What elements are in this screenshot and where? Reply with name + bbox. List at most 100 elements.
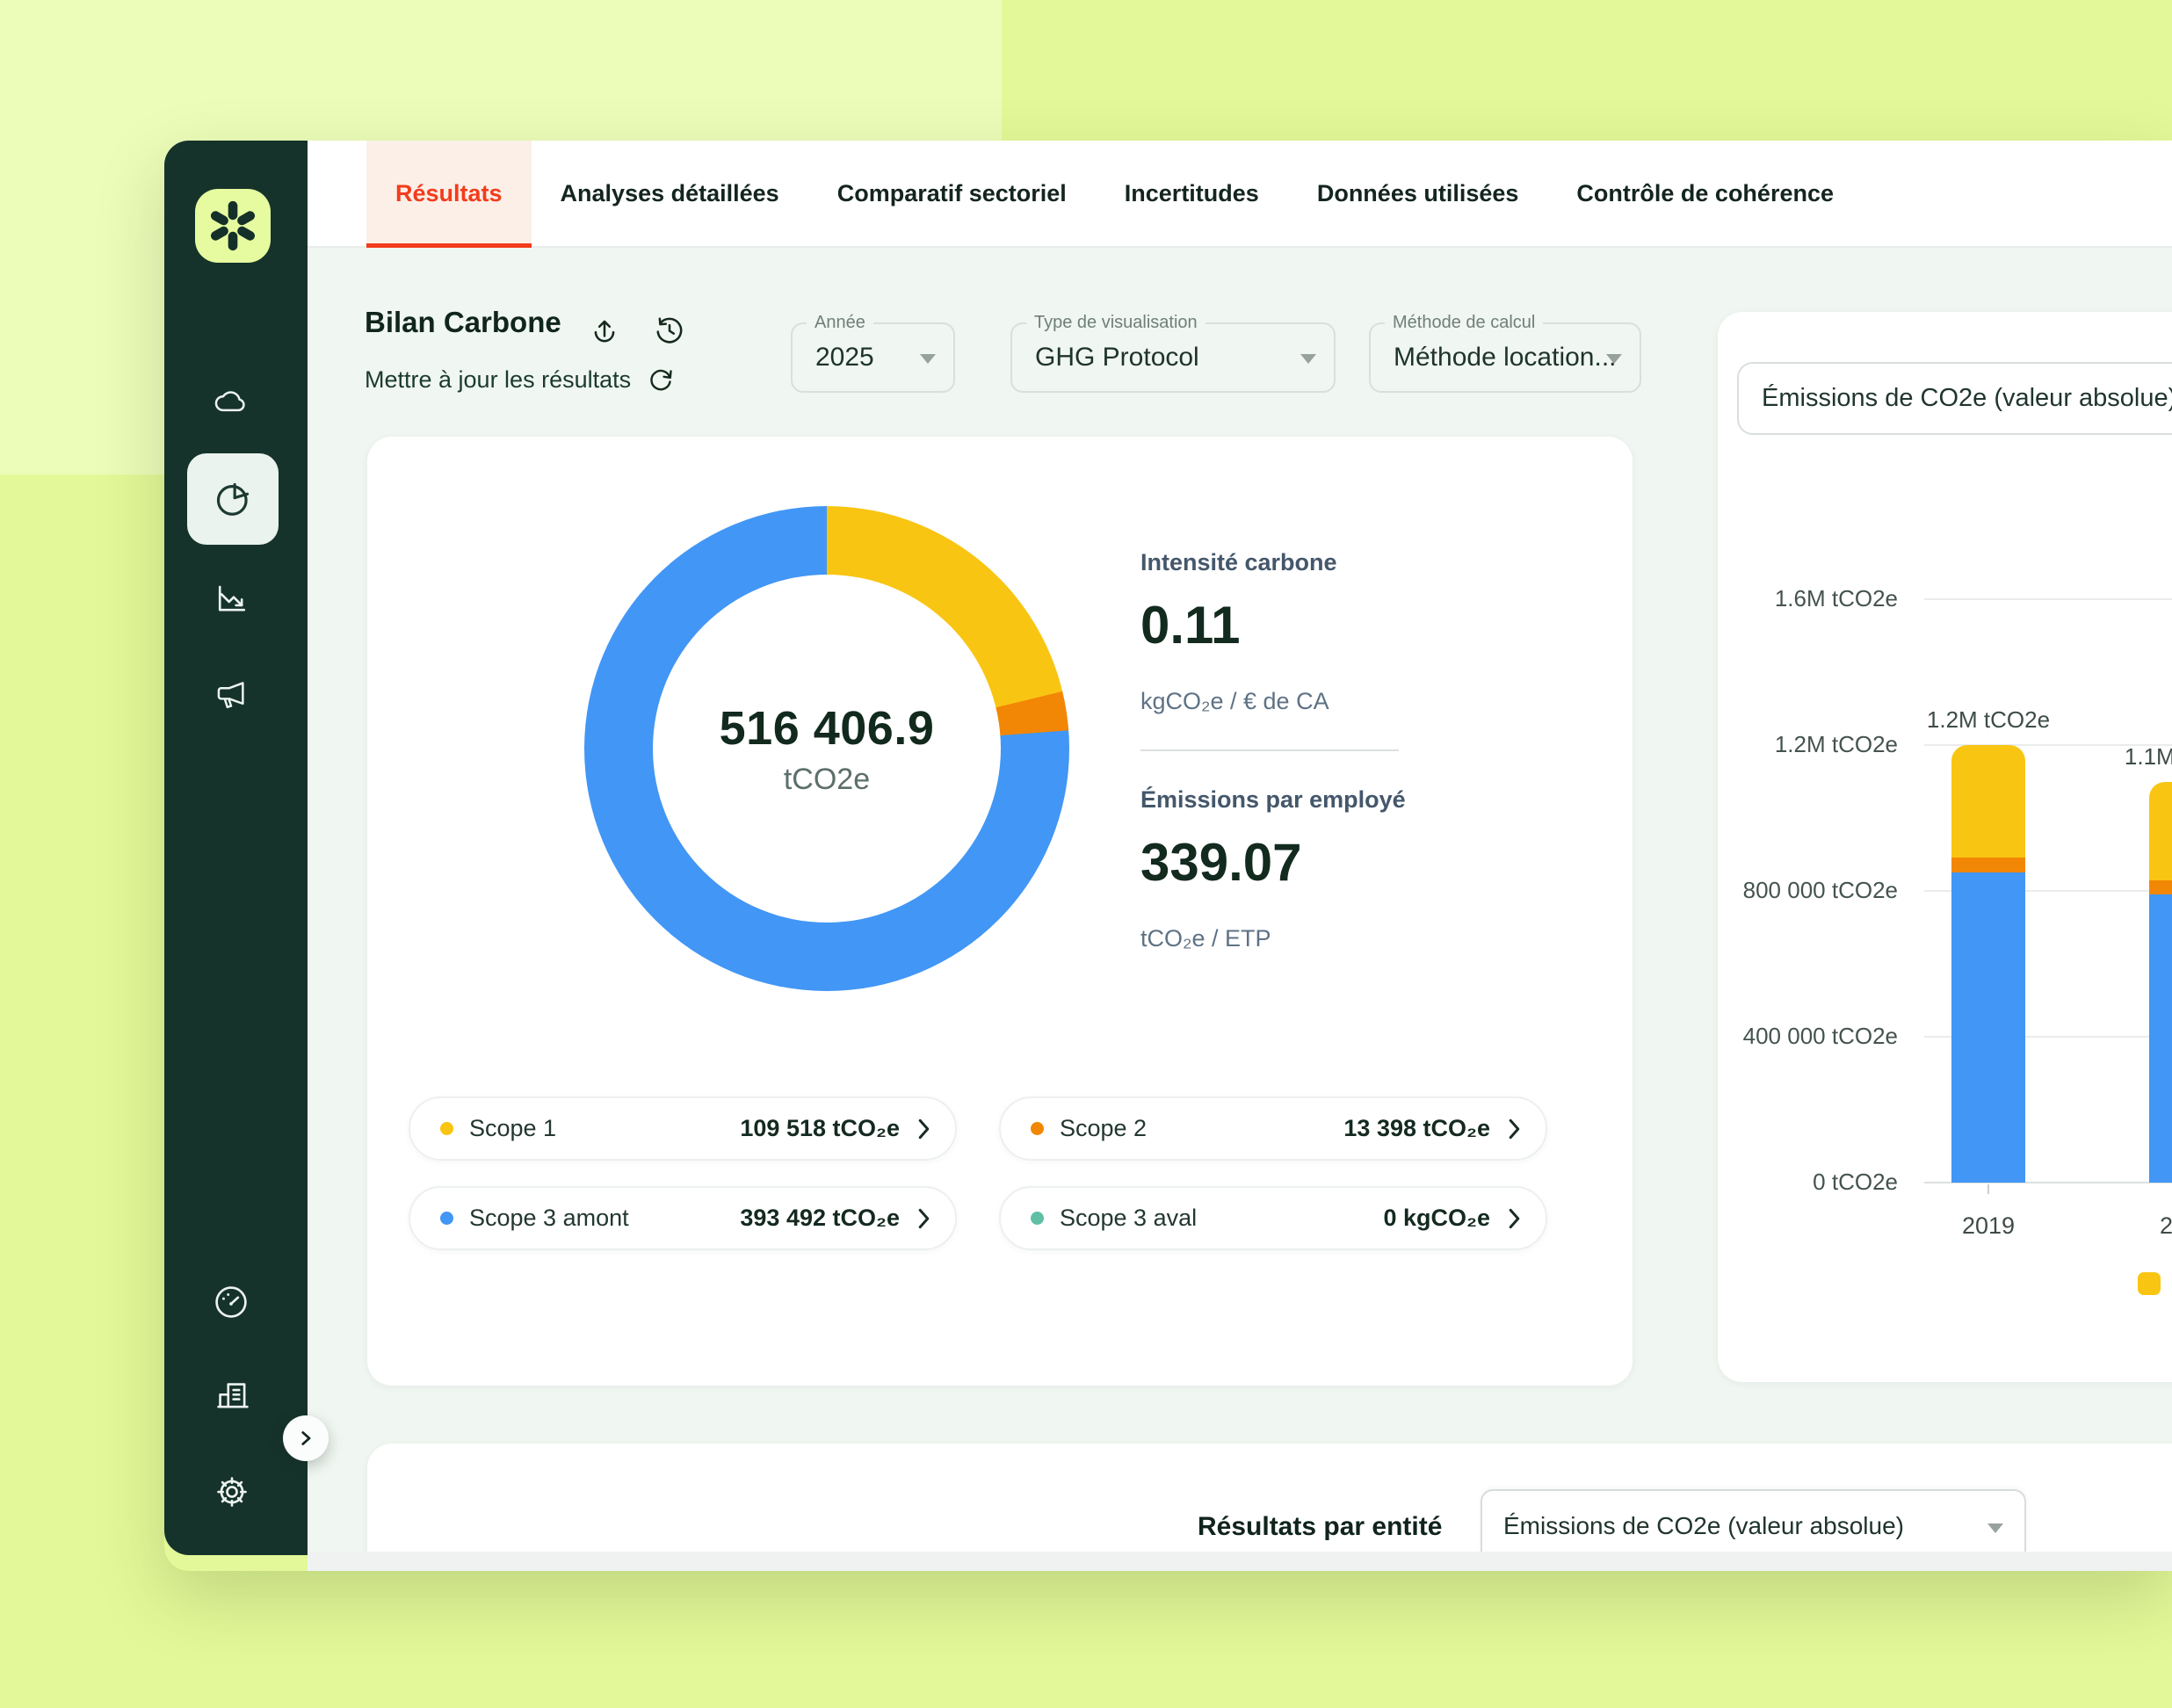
chevron-right-icon xyxy=(1509,1118,1520,1139)
sidebar-expand-button[interactable] xyxy=(283,1415,329,1461)
year-select-label: Année xyxy=(807,313,873,333)
results-by-entity-card: Résultats par entité Émissions de CO2e (… xyxy=(367,1444,2172,1571)
y-axis-tick-label: 0 tCO2e xyxy=(1813,1169,1898,1195)
tab-bar: Résultats Analyses détaillées Comparatif… xyxy=(308,141,2172,248)
entity-metric-select[interactable]: Émissions de CO2e (valeur absolue) xyxy=(1481,1489,2026,1563)
scope-3-downstream-card[interactable]: Scope 3 aval 0 kgCO₂e xyxy=(999,1186,1547,1250)
scope-2-dot xyxy=(1031,1122,1044,1135)
entity-metric-select-value: Émissions de CO2e (valeur absolue) xyxy=(1503,1512,1904,1539)
asterisk-logo-icon xyxy=(210,200,256,251)
sidebar xyxy=(164,141,308,1555)
sidebar-item-engage[interactable] xyxy=(214,677,250,713)
sidebar-item-results-active[interactable] xyxy=(187,453,279,545)
chart-metric-select-value: Émissions de CO2e (valeur absolue) xyxy=(1762,384,2172,412)
scope-3-upstream-card[interactable]: Scope 3 amont 393 492 tCO₂e xyxy=(409,1186,957,1250)
scope-3-downstream-dot xyxy=(1031,1212,1044,1225)
gridline xyxy=(1924,598,2172,600)
export-button[interactable] xyxy=(589,315,620,346)
gauge-icon xyxy=(215,1286,247,1318)
gear-icon xyxy=(217,1477,247,1507)
scope-1-dot xyxy=(440,1122,453,1135)
visualisation-select-value: GHG Protocol xyxy=(1035,343,1199,372)
trend-chart-icon xyxy=(218,585,246,612)
tab-donnees-utilisees[interactable]: Données utilisées xyxy=(1316,180,1519,206)
sidebar-item-trajectory[interactable] xyxy=(214,580,250,617)
scope-3-upstream-dot xyxy=(440,1212,453,1225)
per-employee-value: 339.07 xyxy=(1140,833,1302,892)
chevron-down-icon xyxy=(1300,354,1316,364)
x-axis-tick xyxy=(1987,1184,1989,1194)
scope-2-value: 13 398 tCO₂e xyxy=(1343,1115,1490,1141)
scope-donut-chart: 516 406.9 tCO2e xyxy=(584,506,1069,991)
chevron-right-icon xyxy=(1509,1208,1520,1228)
bar-segment-scope-2 xyxy=(1951,857,2025,872)
per-employee-unit: tCO₂e / ETP xyxy=(1140,925,1271,952)
tab-analyses-detaillees[interactable]: Analyses détaillées xyxy=(560,180,779,206)
scope-3-downstream-value: 0 kgCO₂e xyxy=(1383,1205,1490,1231)
sidebar-item-benchmark[interactable] xyxy=(213,1284,250,1321)
chevron-down-icon xyxy=(920,354,936,364)
carbon-intensity-value: 0.11 xyxy=(1140,596,1241,655)
app-logo[interactable] xyxy=(195,189,271,263)
gridline xyxy=(1924,1036,2172,1038)
page-title: Bilan Carbone xyxy=(365,306,561,338)
chevron-right-expand-icon xyxy=(301,1431,311,1445)
history-button[interactable] xyxy=(654,315,685,346)
y-axis-tick-label: 1.2M tCO2e xyxy=(1774,731,1898,757)
scope-1-label: Scope 1 xyxy=(469,1115,557,1141)
scope-1-value: 109 518 tCO₂e xyxy=(740,1115,900,1141)
scope-3-upstream-value: 393 492 tCO₂e xyxy=(740,1205,900,1231)
chevron-down-icon xyxy=(1606,354,1622,364)
main-content: Résultats Analyses détaillées Comparatif… xyxy=(308,141,2172,1571)
tab-controle-coherence[interactable]: Contrôle de cohérence xyxy=(1576,180,1834,206)
sidebar-item-organisation[interactable] xyxy=(214,1377,251,1414)
scope-2-card[interactable]: Scope 2 13 398 tCO₂e xyxy=(999,1096,1547,1161)
visualisation-select[interactable]: Type de visualisation GHG Protocol xyxy=(1010,313,1336,393)
y-axis-tick-label: 800 000 tCO2e xyxy=(1742,877,1898,903)
x-axis-category-label: 2019 xyxy=(1961,1212,2016,1239)
building-icon xyxy=(217,1383,249,1408)
tab-resultats[interactable]: Résultats xyxy=(366,141,532,248)
total-emissions-unit: tCO2e xyxy=(783,762,871,796)
scope-3-downstream-label: Scope 3 aval xyxy=(1060,1205,1198,1231)
y-axis-tick-label: 1.6M tCO2e xyxy=(1774,585,1898,612)
chevron-down-icon xyxy=(1987,1523,2003,1533)
tab-comparatif-sectoriel[interactable]: Comparatif sectoriel xyxy=(836,180,1067,206)
gridline xyxy=(1924,1182,2172,1183)
app-window: Résultats Analyses détaillées Comparatif… xyxy=(164,141,2172,1571)
bar-segment-scope-2 xyxy=(2149,879,2172,895)
chevron-right-icon xyxy=(918,1118,930,1139)
year-select[interactable]: Année 2025 xyxy=(791,313,955,393)
bar-segment-scope-3-amont xyxy=(2149,894,2172,1183)
sidebar-item-measure[interactable] xyxy=(214,383,250,420)
method-select-label: Méthode de calcul xyxy=(1385,313,1544,333)
gridline xyxy=(1924,890,2172,892)
chart-metric-select[interactable]: Émissions de CO2e (valeur absolue) xyxy=(1737,362,2172,435)
kpi-divider xyxy=(1140,749,1399,751)
history-icon xyxy=(656,317,683,344)
upload-icon xyxy=(594,320,615,343)
pie-chart-icon xyxy=(216,482,250,516)
per-employee-label: Émissions par employé xyxy=(1140,786,1406,813)
y-axis-tick-label: 400 000 tCO2e xyxy=(1742,1023,1898,1049)
emissions-bar-chart: 0 tCO2e 400 000 tCO2e 800 000 tCO2e 1.2M tC… xyxy=(1718,312,2172,1382)
carbon-intensity-label: Intensité carbone xyxy=(1140,549,1337,575)
emissions-summary-card: 516 406.9 tCO2e Intensité carbone 0.11 k… xyxy=(367,437,1633,1386)
gridline xyxy=(1924,744,2172,746)
horizontal-scrollbar-track[interactable] xyxy=(308,1552,2172,1571)
update-results-label: Mettre à jour les résultats xyxy=(365,365,632,393)
tab-incertitudes[interactable]: Incertitudes xyxy=(1124,180,1259,206)
scope-1-card[interactable]: Scope 1 109 518 tCO₂e xyxy=(409,1096,957,1161)
x-axis-category-label: 2020 xyxy=(2159,1212,2172,1239)
emissions-history-card: Émissions de CO2e (valeur absolue) 0 tCO… xyxy=(1718,312,2172,1382)
megaphone-icon xyxy=(217,682,244,709)
chevron-right-icon xyxy=(918,1208,930,1228)
update-results-action[interactable]: Mettre à jour les résultats xyxy=(365,365,675,394)
sidebar-item-settings[interactable] xyxy=(214,1473,250,1510)
results-by-entity-title: Résultats par entité xyxy=(1198,1512,1443,1541)
method-select[interactable]: Méthode de calcul Méthode location... xyxy=(1369,313,1641,393)
bar-segment-scope-1 xyxy=(2149,781,2172,880)
bar-total-label: 1.1M tCO2e xyxy=(2124,742,2172,770)
bar-segment-scope-3-amont xyxy=(1951,872,2025,1183)
scope-3-upstream-label: Scope 3 amont xyxy=(469,1205,629,1231)
